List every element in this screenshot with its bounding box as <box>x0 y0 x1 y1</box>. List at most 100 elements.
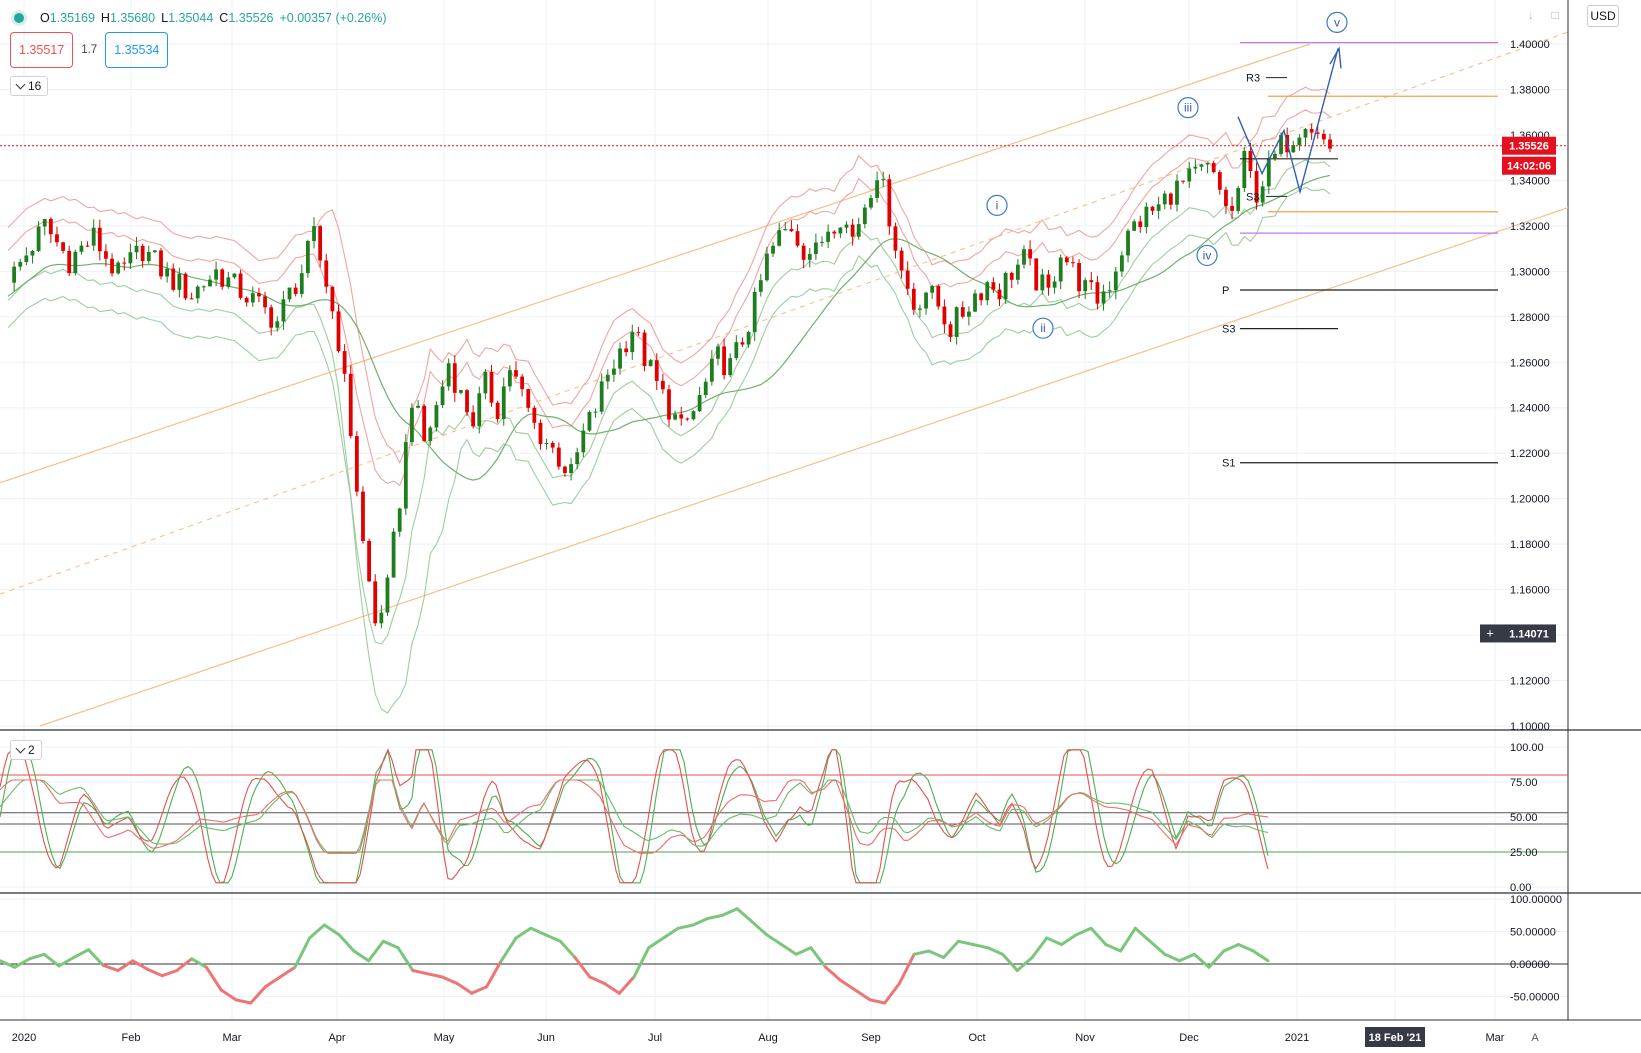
price-tick-label: 1.18000 <box>1510 539 1550 551</box>
candle-body <box>208 279 212 287</box>
candle-body <box>887 179 892 227</box>
osc-segment <box>647 936 665 950</box>
candle-body <box>514 370 518 377</box>
crosshair-price-tag <box>1480 624 1556 643</box>
candle-body <box>563 466 567 474</box>
candle-body <box>789 229 794 232</box>
candle-body <box>1181 180 1186 182</box>
price-tick-label: 1.32000 <box>1510 221 1550 233</box>
candle-body <box>1144 206 1149 228</box>
osc-segment <box>145 967 164 978</box>
candle-body <box>795 231 800 246</box>
osc-segment <box>116 959 135 972</box>
wave-label-iii: iii <box>1177 97 1199 119</box>
candle-body <box>1321 133 1326 140</box>
osc-segment <box>868 998 887 1005</box>
osc-segment <box>779 943 798 956</box>
candle-body <box>1003 272 1008 300</box>
arrow-down-icon[interactable]: ↓ <box>1528 8 1534 22</box>
candle-body <box>1083 280 1088 292</box>
time-tick-label: Aug <box>758 1032 778 1044</box>
candle-body <box>587 412 592 431</box>
candle-body <box>967 311 971 317</box>
candle-body <box>691 411 696 420</box>
wave-label-ii: ii <box>1032 317 1054 339</box>
osc-segment <box>588 975 606 985</box>
candle-body <box>918 308 922 310</box>
candle-body <box>104 251 108 259</box>
candle-body <box>122 262 127 264</box>
chevron-down-icon <box>15 79 26 89</box>
candle-body <box>397 508 402 532</box>
candle-body <box>403 442 408 509</box>
stoch-fast-k-line <box>0 748 1269 884</box>
candle-body <box>440 386 445 406</box>
candle-body <box>832 231 837 234</box>
osc-segment <box>1045 936 1064 946</box>
candle-body <box>1260 186 1265 203</box>
stoch-indicators-toggle[interactable]: 2 <box>10 740 42 760</box>
candle-body <box>1279 135 1283 154</box>
candle-body <box>299 273 304 294</box>
candle-body <box>911 288 916 310</box>
osc-segment <box>396 946 415 972</box>
candle-body <box>232 273 237 278</box>
indicator-count: 16 <box>28 79 42 93</box>
osc-segment <box>381 939 400 950</box>
stoch-tick-label: 50.00 <box>1510 812 1538 824</box>
sell-button[interactable]: 1.35517 <box>10 32 74 68</box>
candle-body <box>30 251 35 256</box>
osc-segment <box>956 939 975 946</box>
osc-segment <box>28 952 46 961</box>
candle-body <box>679 414 684 419</box>
candle-body <box>354 436 359 492</box>
osc-segment <box>912 949 931 956</box>
candle-body <box>171 268 176 290</box>
osc-segment <box>308 923 326 940</box>
osc-segment <box>175 957 194 972</box>
candle-body <box>226 277 231 287</box>
candle-body <box>489 371 494 403</box>
candle-body <box>275 321 280 328</box>
candle-body <box>379 612 384 624</box>
currency-button[interactable]: USD <box>1587 5 1619 27</box>
maximize-icon[interactable]: □ <box>1551 8 1559 22</box>
time-tick-label: Sep <box>861 1032 881 1044</box>
candle-body <box>960 307 965 317</box>
osc-segment <box>499 936 518 963</box>
elliott-arrow-head <box>1329 46 1342 69</box>
candle-body <box>685 418 690 420</box>
candle-body <box>367 540 371 582</box>
osc-segment <box>278 965 297 979</box>
osc-segment <box>234 998 253 1005</box>
candle-body <box>312 226 316 242</box>
channel-lower-line <box>39 207 1569 727</box>
osc-segment <box>0 959 17 969</box>
osc-segment <box>1148 939 1167 956</box>
candle-body <box>330 286 335 312</box>
candle-body <box>110 258 114 274</box>
pivot-label-s3: S3 <box>1222 324 1235 336</box>
candle-body <box>428 427 433 441</box>
osc-segment <box>573 956 592 979</box>
buy-button[interactable]: 1.35534 <box>105 32 169 68</box>
stoch-tick-label: 0.00 <box>1510 882 1531 894</box>
wave-label-circle <box>1032 317 1054 339</box>
candle-body <box>1273 153 1277 159</box>
price-tick-label: 1.20000 <box>1510 494 1550 506</box>
candle-body <box>91 227 96 246</box>
candle-body <box>1248 150 1253 172</box>
wave-label-text: i <box>996 198 999 212</box>
osc-segment <box>691 917 710 927</box>
candle-body <box>979 293 984 301</box>
price-tick-label: 1.22000 <box>1510 448 1550 460</box>
main-indicators-toggle[interactable]: 16 <box>10 76 49 96</box>
candle-body <box>1168 193 1173 205</box>
candle-body <box>1224 189 1228 206</box>
candle-body <box>807 254 812 260</box>
candle-body <box>569 464 573 474</box>
candle-body <box>250 293 255 303</box>
pivot-label-s1: S1 <box>1222 458 1235 470</box>
